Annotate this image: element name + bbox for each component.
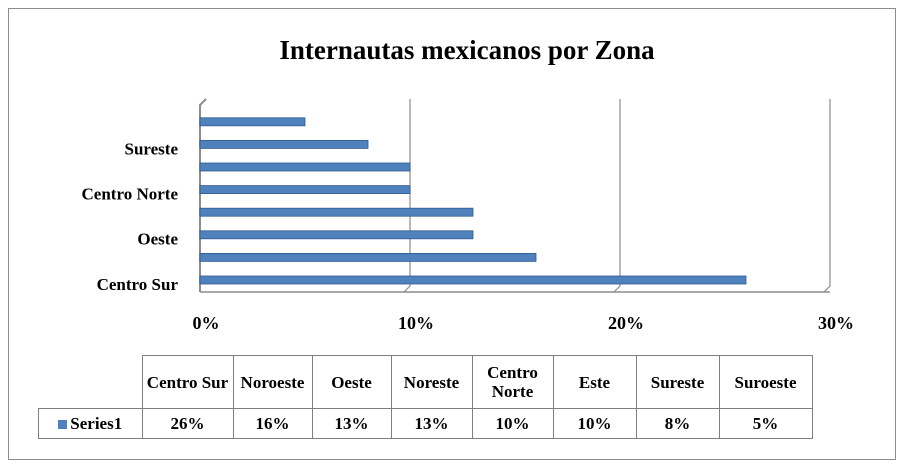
column-header: Oeste: [311, 355, 392, 409]
column-header: Centro Norte: [471, 355, 554, 409]
data-table: Centro Sur Noroeste Oeste Noreste Centro Nor…: [38, 355, 813, 439]
bar: [199, 139, 369, 149]
chart-title: Internautas mexicanos por Zona: [279, 35, 655, 65]
grid-line: [403, 99, 411, 293]
bar: [199, 275, 747, 285]
value-cell: 10%: [471, 408, 554, 439]
table-header: Centro Sur Noroeste Oeste Noreste Centro Nor…: [38, 355, 813, 409]
bar: [199, 230, 474, 240]
column-header: Noroeste: [232, 355, 313, 409]
y-tick-label: Oeste: [137, 230, 178, 249]
bar: [199, 117, 306, 127]
value-cell: 13%: [311, 408, 392, 439]
bar: [199, 207, 474, 217]
value-cell: 16%: [232, 408, 313, 439]
value-cell: 26%: [141, 408, 234, 439]
x-tick-label: 20%: [608, 313, 644, 333]
grid-line: [613, 99, 621, 293]
x-tick-label: 10%: [398, 313, 434, 333]
grid-line: [823, 99, 831, 293]
column-header: Noreste: [390, 355, 473, 409]
y-tick-label: Centro Norte: [82, 185, 179, 204]
value-cell: 5%: [718, 408, 813, 439]
y-tick-label: Centro Sur: [97, 275, 179, 294]
blank-cell: [38, 355, 143, 409]
value-cell: 8%: [635, 408, 720, 439]
bar: [199, 185, 411, 195]
x-tick-label: 30%: [818, 313, 854, 333]
value-cell: 13%: [390, 408, 473, 439]
x-tick-label: 0%: [193, 313, 220, 333]
legend-label: Series1: [70, 414, 123, 433]
column-header: Suroeste: [718, 355, 813, 409]
value-cell: 10%: [552, 408, 637, 439]
column-header: Centro Sur: [141, 355, 234, 409]
legend-swatch: [58, 420, 68, 429]
column-header: Sureste: [635, 355, 720, 409]
bar: [199, 252, 537, 262]
chart-frame: [8, 8, 896, 460]
table-row: Series1 26% 16% 13% 13% 10% 10% 8% 5%: [38, 408, 813, 439]
y-axis: [199, 98, 207, 292]
legend-cell: Series1: [38, 408, 143, 439]
y-tick-label: Sureste: [124, 139, 178, 158]
column-header: Este: [552, 355, 637, 409]
bar: [199, 162, 411, 172]
